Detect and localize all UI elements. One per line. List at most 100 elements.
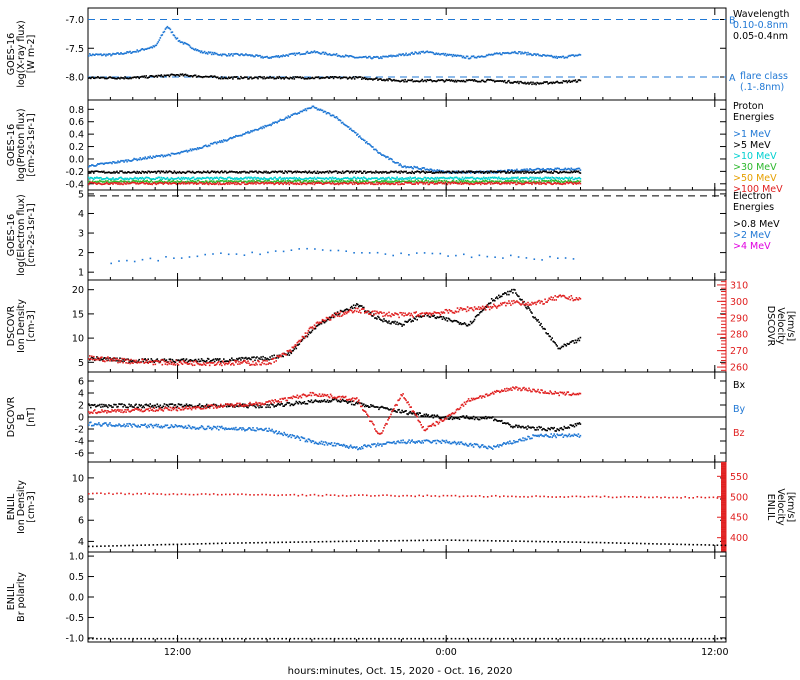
data-point <box>349 171 352 173</box>
data-point <box>529 168 531 170</box>
data-point <box>266 404 268 406</box>
data-point <box>480 177 483 180</box>
data-point <box>396 54 398 57</box>
data-point <box>462 79 465 82</box>
data-point <box>403 324 405 326</box>
data-point <box>571 340 574 342</box>
data-point <box>193 148 196 150</box>
data-point <box>405 170 407 173</box>
data-point <box>309 326 312 329</box>
data-point <box>321 51 324 54</box>
data-point <box>342 180 345 182</box>
data-point <box>384 55 386 58</box>
data-point <box>502 52 504 54</box>
data-point <box>90 172 92 174</box>
data-point <box>526 177 528 179</box>
data-point <box>481 178 484 180</box>
data-point <box>198 50 201 52</box>
data-point <box>196 49 199 51</box>
data-point <box>121 177 123 180</box>
data-point <box>205 51 208 54</box>
data-point <box>163 154 166 157</box>
data-point <box>546 301 548 303</box>
data-point <box>368 177 370 180</box>
data-point <box>373 78 375 80</box>
data-point <box>307 400 310 402</box>
data-point <box>446 53 449 56</box>
data-point <box>357 76 359 79</box>
data-point <box>113 357 115 359</box>
data-point <box>191 360 194 362</box>
data-point <box>414 171 416 173</box>
data-point <box>414 179 416 182</box>
data-point <box>221 364 223 367</box>
data-point <box>481 79 484 82</box>
data-point <box>424 179 427 182</box>
data-point <box>419 412 421 414</box>
data-point <box>555 343 557 346</box>
data-point <box>161 358 164 361</box>
data-point <box>507 302 509 305</box>
data-point <box>305 183 308 186</box>
data-point <box>392 170 394 173</box>
data-point <box>338 182 341 185</box>
data-point <box>431 312 434 315</box>
data-point <box>96 356 98 358</box>
data-point <box>264 177 266 180</box>
data-point <box>533 170 535 173</box>
data-point <box>451 170 454 173</box>
data-point <box>544 81 546 84</box>
data-point <box>376 310 378 313</box>
data-point <box>423 181 426 184</box>
data-point <box>358 177 360 179</box>
data-point <box>279 182 281 185</box>
data-point <box>457 171 460 174</box>
data-point <box>272 170 274 173</box>
data-point <box>487 53 490 56</box>
data-point <box>457 54 460 57</box>
data-point <box>392 320 394 323</box>
data-point <box>412 171 414 174</box>
data-point <box>490 307 493 309</box>
data-point <box>351 183 354 186</box>
data-point <box>475 177 478 179</box>
data-point <box>549 81 551 84</box>
data-point <box>538 321 540 323</box>
data-point <box>555 176 557 179</box>
data-point <box>299 53 302 56</box>
data-point <box>362 308 364 310</box>
data-point <box>159 172 162 174</box>
data-point <box>154 44 157 47</box>
data-point <box>570 170 573 173</box>
data-point <box>295 183 298 186</box>
data-point <box>251 170 253 173</box>
data-point <box>166 404 169 406</box>
data-point <box>93 53 95 56</box>
data-point <box>104 405 106 408</box>
data-point <box>503 181 505 184</box>
data-point <box>205 75 208 78</box>
data-point <box>149 257 152 260</box>
data-point <box>483 306 486 309</box>
data-point <box>91 177 93 179</box>
data-point <box>268 124 270 126</box>
data-point <box>370 404 372 406</box>
data-point <box>211 51 214 54</box>
data-point <box>134 180 136 183</box>
data-point <box>267 178 269 181</box>
data-point <box>118 177 120 179</box>
data-point <box>424 169 427 171</box>
data-point <box>443 171 446 174</box>
data-point <box>543 180 545 182</box>
series-0.10-0.8nm <box>88 25 582 60</box>
data-point <box>340 122 343 124</box>
data-point <box>489 170 492 172</box>
y2-tick-label: 290 <box>730 313 748 324</box>
data-point <box>502 178 504 181</box>
data-point <box>469 57 472 59</box>
data-point <box>324 171 327 173</box>
data-point <box>137 183 139 185</box>
data-point <box>569 81 572 83</box>
data-point <box>287 178 290 180</box>
data-point <box>570 167 573 170</box>
